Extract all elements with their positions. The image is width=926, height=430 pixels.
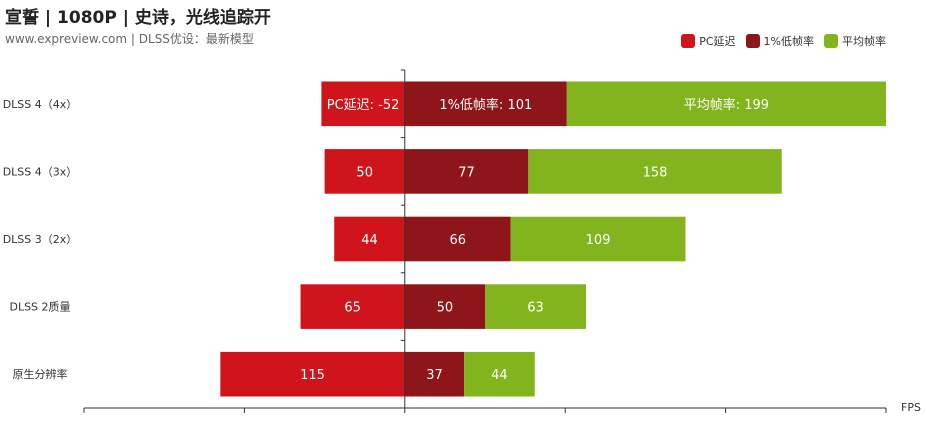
subtitle-site: www.expreview.com	[5, 32, 128, 46]
x-axis-unit: FPS	[901, 401, 921, 414]
legend-label-latency: PC延迟	[699, 35, 736, 48]
bar-latency-1[interactable]	[324, 149, 405, 194]
bar-label-latency-4: 115	[300, 368, 325, 383]
bar-label-avg-2: 109	[586, 233, 611, 248]
bar-low-4[interactable]	[404, 351, 465, 397]
bar-label-low-1: 77	[458, 165, 475, 180]
bar-avg-4[interactable]	[464, 351, 535, 397]
bar-label-low-4: 37	[426, 368, 443, 383]
legend-swatch-avg	[824, 34, 838, 48]
bar-latency-4[interactable]	[220, 351, 405, 397]
bar-label-avg-3: 63	[527, 301, 544, 316]
category-label-0: DLSS 4（4x）	[3, 98, 78, 111]
bar-low-3[interactable]	[404, 284, 485, 329]
bar-label-low-2: 66	[449, 233, 466, 248]
bar-latency-0[interactable]	[321, 81, 405, 127]
axes-group: DLSS 4（4x） DLSS 4（3x） DLSS 3（2x） DLSS 2质量原生…	[3, 69, 921, 414]
bar-label-latency-1: 50	[356, 165, 373, 180]
legend-swatch-low	[745, 34, 760, 48]
legend-label-avg: 平均帧率	[842, 35, 886, 48]
bar-low-2[interactable]	[404, 216, 511, 262]
bar-avg-1[interactable]	[528, 149, 782, 194]
bar-label-avg-0: 平均帧率: 199	[684, 97, 769, 113]
subtitle-note: | DLSS优设：最新模型	[130, 32, 254, 46]
bar-low-1[interactable]	[404, 149, 529, 194]
bar-label-avg-1: 158	[643, 165, 668, 180]
bar-label-latency-0: PC延迟: -52	[327, 98, 400, 113]
chart-title: 宣誓 | 1080P | 史诗，光线追踪开	[5, 8, 271, 28]
legend-item-low[interactable]: 1%低帧率	[745, 33, 814, 49]
category-label-4: 原生分辨率	[13, 367, 68, 381]
bar-label-low-0: 1%低帧率: 101	[439, 97, 532, 113]
bar-label-latency-2: 44	[361, 233, 378, 248]
bar-label-low-3: 50	[437, 301, 454, 316]
bar-avg-0[interactable]	[566, 81, 886, 127]
bar-avg-3[interactable]	[485, 284, 587, 329]
chart-subtitle: www.expreview.com | DLSS优设：最新模型	[5, 30, 254, 47]
legend-item-latency[interactable]: PC延迟	[681, 33, 736, 49]
legend: PC延迟 1%低帧率 平均帧率	[681, 33, 886, 49]
category-label-1: DLSS 4（3x）	[3, 165, 78, 178]
bar-latency-3[interactable]	[300, 284, 405, 329]
category-label-2: DLSS 3（2x）	[3, 233, 78, 246]
bar-label-avg-4: 44	[491, 368, 508, 383]
legend-item-avg[interactable]: 平均帧率	[824, 33, 886, 49]
bar-label-latency-3: 65	[344, 301, 361, 316]
bar-low-0[interactable]	[404, 81, 567, 127]
legend-swatch-latency	[681, 34, 696, 48]
legend-label-low: 1%低帧率	[763, 35, 814, 48]
bars-group: PC延迟: -52 1%低帧率: 101 平均帧率: 199 50 77 158 44 66 1…	[220, 81, 886, 397]
bar-latency-2[interactable]	[334, 216, 405, 262]
category-label-3: DLSS 2质量	[9, 301, 70, 314]
bar-avg-2[interactable]	[510, 216, 686, 262]
